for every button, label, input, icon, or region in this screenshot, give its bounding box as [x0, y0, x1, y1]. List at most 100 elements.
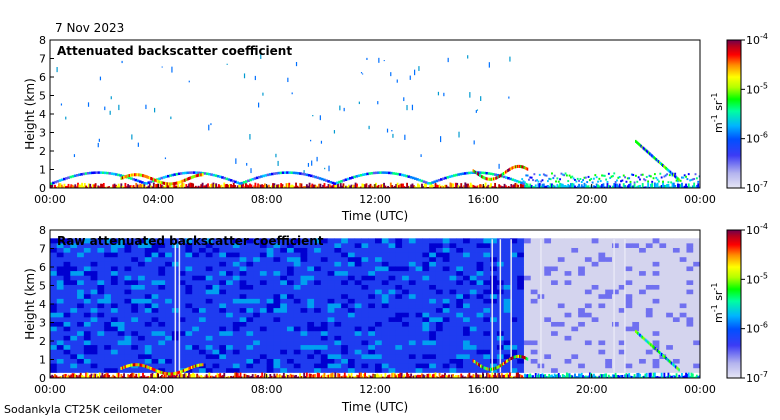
noise-cell: [456, 289, 464, 295]
aerosol-cell: [173, 173, 177, 176]
cloud-cell: [516, 354, 519, 358]
surface-layer-cell: [421, 183, 423, 188]
surface-layer-cell: [387, 185, 390, 188]
noise-cell: [564, 303, 572, 309]
noise-cell: [388, 284, 396, 290]
noise-cell: [672, 353, 681, 359]
noise-cell: [110, 358, 119, 364]
surface-layer-cell: [483, 376, 486, 378]
noise-cell: [178, 316, 186, 322]
fallstreak-cell: [664, 355, 666, 359]
noise-cell: [415, 284, 423, 290]
surface-layer-cell: [334, 185, 337, 188]
noise-cell: [165, 242, 173, 248]
noise-cell: [185, 353, 193, 359]
noise-cell: [286, 279, 295, 285]
noise-cell: [347, 252, 356, 258]
cloud-cell: [178, 180, 181, 184]
surface-layer-cell: [557, 185, 560, 188]
surface-layer-cell: [578, 183, 580, 188]
surface-layer-cell: [342, 183, 345, 188]
noise-cell: [388, 321, 396, 327]
surface-layer-cell: [691, 185, 694, 188]
cloud-cell: [489, 367, 492, 371]
noise-cell: [77, 284, 85, 290]
aerosol-cell: [568, 174, 571, 177]
noise-cell: [618, 298, 626, 304]
noise-cell: [361, 289, 369, 295]
noise-cell: [422, 266, 430, 272]
noise-cell: [476, 266, 484, 272]
surface-layer-cell: [465, 183, 468, 188]
noise-cell: [300, 330, 308, 336]
noise-cell: [422, 293, 430, 299]
noise-cell: [463, 307, 471, 313]
noise-cell: [70, 316, 78, 322]
surface-layer-cell: [690, 186, 693, 188]
noise-cell: [83, 303, 92, 309]
noise-cell: [483, 326, 491, 332]
noise-cell: [591, 238, 599, 244]
noise-cell: [83, 349, 92, 355]
noise-cell: [97, 344, 105, 350]
noise-cell: [56, 358, 64, 364]
surface-layer-cell: [484, 376, 487, 378]
noise-cell: [456, 312, 464, 318]
surface-layer-cell: [620, 375, 622, 378]
noise-cell: [456, 293, 464, 299]
noise-cell: [578, 293, 586, 299]
noise-cell: [192, 247, 200, 253]
noise-cell: [645, 242, 654, 248]
noise-cell: [483, 330, 491, 336]
noise-cell: [131, 298, 139, 304]
noise-cell: [557, 247, 565, 253]
noise-cell: [280, 252, 288, 258]
surface-layer-cell: [565, 372, 568, 378]
noise-cell: [124, 316, 132, 322]
surface-layer-cell: [456, 182, 459, 188]
noise-cell: [219, 367, 227, 373]
noise-cell: [212, 312, 220, 318]
noise-cell: [544, 321, 552, 327]
noise-cell: [652, 266, 660, 272]
aerosol-cell: [292, 171, 296, 175]
fallstreak-cell: [650, 343, 652, 347]
noise-cell: [50, 349, 58, 355]
noise-cell: [151, 321, 159, 327]
surface-layer-cell: [121, 185, 124, 188]
noise-cell: [110, 367, 119, 373]
surface-layer-cell: [209, 375, 212, 378]
noise-cell: [591, 316, 599, 322]
noise-cell: [185, 335, 193, 341]
surface-layer-cell: [473, 374, 476, 378]
surface-layer-cell: [460, 183, 463, 188]
y-tick-label: 8: [39, 34, 46, 47]
noise-cell: [686, 252, 694, 258]
noise-cell: [314, 358, 322, 364]
noise-cell: [286, 321, 295, 327]
noise-cell: [591, 261, 599, 267]
noise-cell: [408, 367, 417, 373]
noise-cell: [503, 321, 511, 327]
noise-cell: [490, 247, 498, 253]
surface-layer-cell: [288, 375, 291, 378]
surface-layer-cell: [440, 186, 442, 188]
surface-layer-cell: [659, 376, 662, 378]
noise-cell: [300, 321, 308, 327]
noise-cell: [652, 363, 660, 369]
noise-cell: [273, 275, 281, 281]
surface-layer-cell: [587, 375, 590, 378]
scatter-pixel: [476, 109, 479, 111]
noise-cell: [463, 261, 471, 267]
cloud-cell: [189, 366, 192, 370]
surface-layer-cell: [679, 376, 682, 378]
cloud-cell: [523, 166, 525, 170]
noise-cell: [314, 266, 322, 272]
surface-layer-cell: [123, 373, 125, 378]
noise-cell: [564, 349, 572, 355]
noise-cell: [165, 298, 173, 304]
noise-cell: [652, 307, 660, 313]
surface-layer-cell: [423, 183, 426, 188]
noise-cell: [666, 335, 674, 341]
noise-cell: [280, 266, 288, 272]
